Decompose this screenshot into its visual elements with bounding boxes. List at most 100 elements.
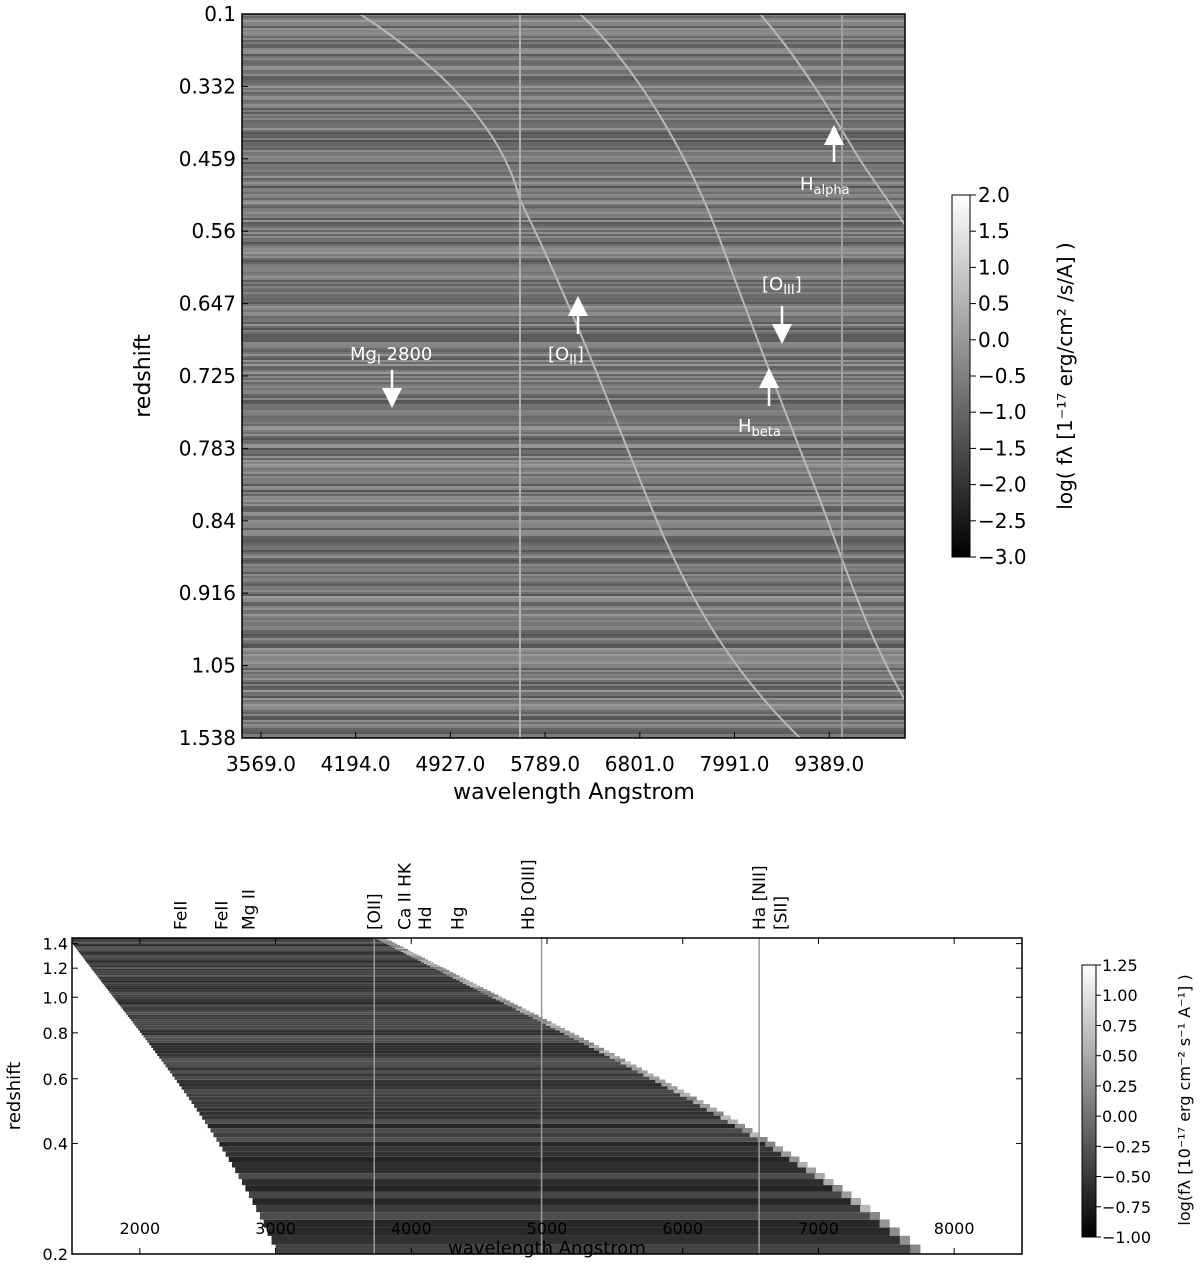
top-heatmap-row [242, 526, 905, 528]
bottom-heatmap-row [122, 1008, 526, 1011]
top-heatmap-row [242, 124, 905, 126]
bottom-heatmap-row [112, 994, 499, 997]
bottom-heatmap-edge [446, 973, 457, 976]
top-y-tick-label: 0.1 [204, 2, 236, 26]
bottom-heatmap-edge [850, 1198, 861, 1205]
top-heatmap-row [242, 514, 905, 516]
top-heatmap-row [242, 600, 905, 602]
top-heatmap-row [242, 346, 905, 348]
bottom-heatmap-row [78, 950, 411, 953]
bottom-heatmap-edge [456, 978, 467, 981]
top-colorbar-tick-label: −3.0 [978, 545, 1027, 569]
top-heatmap-row [242, 444, 905, 446]
bottom-heatmap-edge [832, 1185, 843, 1192]
top-heatmap-row [242, 478, 905, 480]
bottom-heatmap-edge [466, 983, 477, 986]
top-y-tick-label: 1.05 [191, 654, 236, 678]
top-colorbar-tick-label: −1.5 [978, 436, 1027, 460]
top-heatmap-row [242, 494, 905, 496]
top-heatmap-row [242, 406, 905, 408]
top-heatmap-row [242, 182, 905, 184]
top-heatmap-row [242, 594, 905, 596]
bottom-heatmap-row [204, 1119, 738, 1124]
top-heatmap-row [242, 234, 905, 236]
top-heatmap-row [242, 680, 905, 682]
top-heatmap-row [242, 18, 905, 20]
bottom-heatmap-row [95, 973, 457, 976]
top-x-tick-label: 5789.0 [510, 752, 580, 776]
top-heatmap-row [242, 266, 905, 268]
top-heatmap-row [242, 668, 905, 670]
top-heatmap-row [242, 122, 905, 124]
top-heatmap-row [242, 212, 905, 214]
top-heatmap-row [242, 654, 905, 656]
top-heatmap-row [242, 104, 905, 106]
top-heatmap-row [242, 116, 905, 118]
bottom-y-tick-label: 1.2 [43, 959, 68, 978]
bottom-x-tick-label: 6000 [662, 1219, 703, 1238]
top-heatmap-row [242, 730, 905, 732]
bottom-heatmap-row [110, 992, 495, 995]
top-heatmap-row [242, 368, 905, 370]
top-heatmap-row [242, 140, 905, 142]
top-heatmap-row [242, 686, 905, 688]
top-heatmap-row [242, 466, 905, 468]
top-heatmap-row [242, 704, 905, 706]
top-heatmap-row [242, 194, 905, 196]
top-heatmap-row [242, 638, 905, 640]
bottom-heatmap-row [121, 1006, 522, 1009]
bottom-heatmap-row [174, 1076, 660, 1080]
bottom-heatmap-edge [814, 1173, 825, 1180]
top-heatmap-row [242, 262, 905, 264]
bottom-heatmap-row [107, 989, 488, 992]
top-heatmap-row [242, 42, 905, 44]
bottom-heatmap-row [176, 1079, 666, 1084]
top-heatmap-row [242, 500, 905, 502]
top-heatmap-row [242, 172, 905, 174]
top-heatmap-row [242, 78, 905, 80]
top-heatmap-row [242, 146, 905, 148]
bottom-x-tick-label: 3000 [255, 1219, 296, 1238]
top-x-tick-label: 3569.0 [226, 752, 296, 776]
top-heatmap-row [242, 306, 905, 308]
bottom-heatmap-row [73, 943, 397, 945]
top-heatmap-row [242, 198, 905, 200]
bottom-heatmap-edge [452, 976, 463, 979]
bottom-heatmap-edge [569, 1035, 580, 1038]
bottom-colorbar-tick-label: 0.25 [1102, 1077, 1138, 1096]
top-colorbar-tick-label: −0.5 [978, 364, 1027, 388]
top-panel: 3569.0 4194.0 4927.0 5789.0 6801.0 7991.0 9389… [131, 2, 1077, 805]
top-annotations: Halpha [OIII] [OII] MgI 2800 Hbeta [350, 125, 850, 440]
bottom-line-label: [SII] [771, 896, 791, 930]
top-annotation: [OIII] [762, 274, 802, 344]
top-heatmap-row [242, 516, 905, 518]
top-heatmap-row [242, 302, 905, 304]
top-heatmap-row [242, 334, 905, 336]
top-heatmap-row [242, 682, 905, 684]
top-heatmap-row [242, 52, 905, 54]
top-heatmap-row [242, 184, 905, 186]
bottom-heatmap-edge [713, 1111, 724, 1116]
top-heatmap-row [242, 400, 905, 402]
bottom-line-label: Hb [OIII] [519, 859, 539, 930]
top-heatmap-row [242, 200, 905, 202]
bottom-x-tick-label: 4000 [391, 1219, 432, 1238]
top-heatmap-row [242, 138, 905, 140]
top-heatmap-row [242, 224, 905, 226]
top-heatmap-row [242, 330, 905, 332]
top-heatmap-row [242, 440, 905, 442]
top-heatmap-row [242, 554, 905, 556]
top-heatmap-row [242, 100, 905, 102]
bottom-x-tick-label: 7000 [798, 1219, 839, 1238]
top-heatmap-row [242, 120, 905, 122]
top-heatmap-row [242, 298, 905, 300]
top-heatmap-row [242, 626, 905, 628]
top-heatmap-row [242, 394, 905, 396]
top-heatmap-row [242, 618, 905, 620]
top-heatmap-row [242, 142, 905, 144]
bottom-heatmap-edge [433, 967, 444, 969]
bottom-heatmap-edge [439, 970, 450, 972]
top-heatmap-row [242, 566, 905, 568]
top-heatmap-row [242, 66, 905, 68]
bottom-heatmap-edge [773, 1146, 784, 1152]
